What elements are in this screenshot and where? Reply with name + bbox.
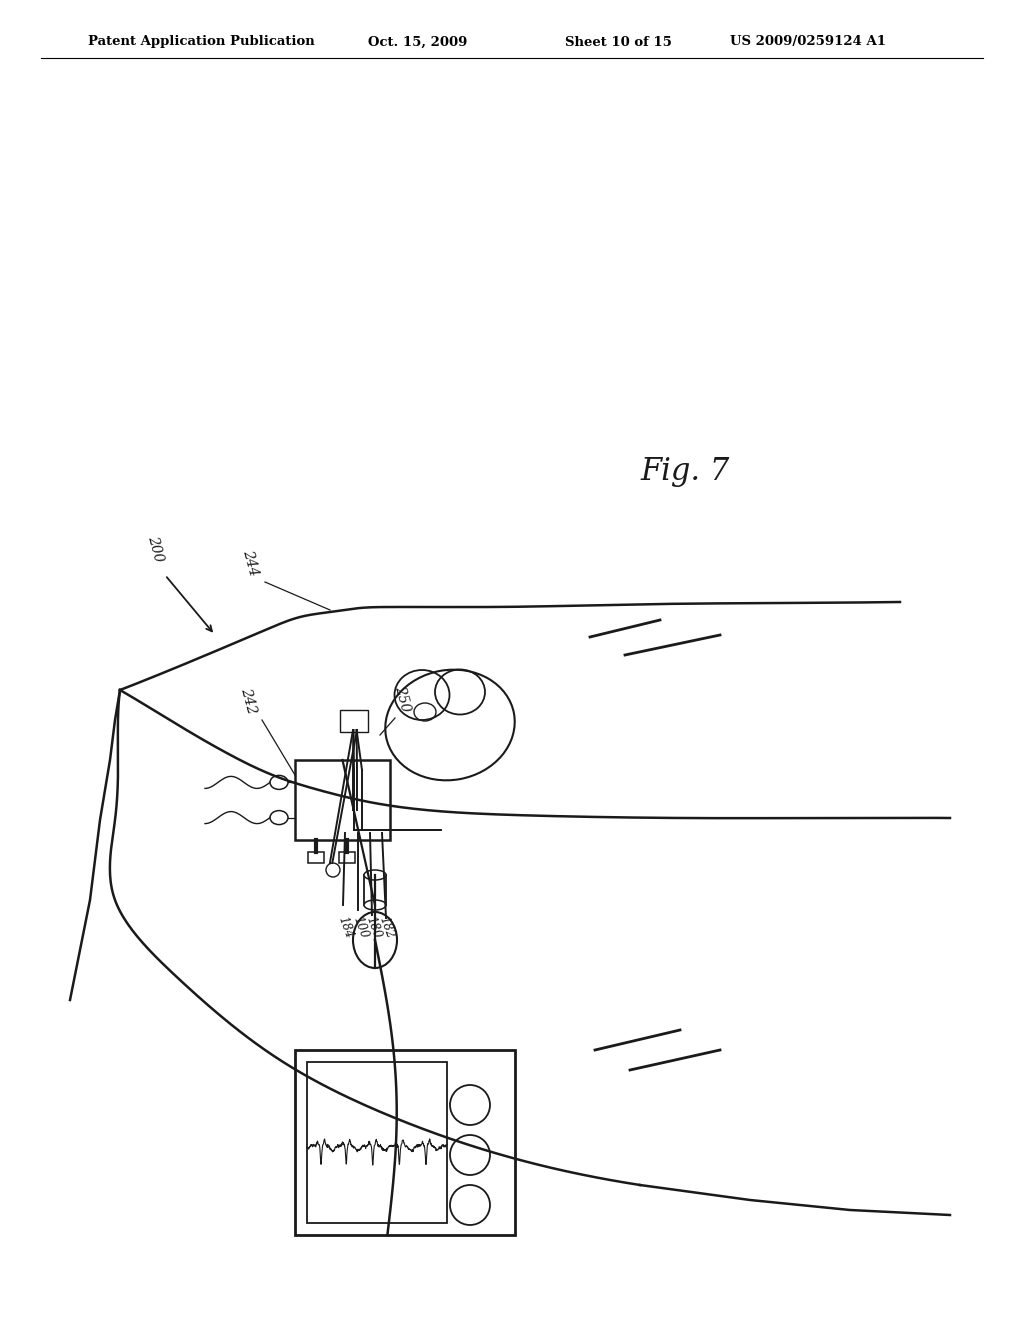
Text: Patent Application Publication: Patent Application Publication [88, 36, 314, 49]
Bar [295, 760, 390, 840]
Bar [340, 710, 368, 733]
Text: 244: 244 [240, 548, 260, 577]
Text: 200: 200 [145, 533, 166, 564]
Text: 180: 180 [364, 915, 383, 941]
Text: 182: 182 [376, 915, 396, 941]
Text: 242: 242 [238, 685, 258, 715]
Ellipse shape [364, 900, 386, 909]
Text: Sheet 10 of 15: Sheet 10 of 15 [565, 36, 672, 49]
Text: US 2009/0259124 A1: US 2009/0259124 A1 [730, 36, 886, 49]
Bar [339, 851, 355, 863]
Bar [308, 851, 324, 863]
Text: 250: 250 [392, 684, 413, 713]
Bar [295, 1049, 515, 1236]
Bar [364, 875, 386, 906]
Text: 184: 184 [335, 915, 355, 941]
Ellipse shape [364, 870, 386, 880]
Bar [307, 1063, 447, 1224]
Text: Fig. 7: Fig. 7 [640, 455, 729, 487]
Text: 100: 100 [350, 915, 370, 941]
Text: Oct. 15, 2009: Oct. 15, 2009 [368, 36, 467, 49]
